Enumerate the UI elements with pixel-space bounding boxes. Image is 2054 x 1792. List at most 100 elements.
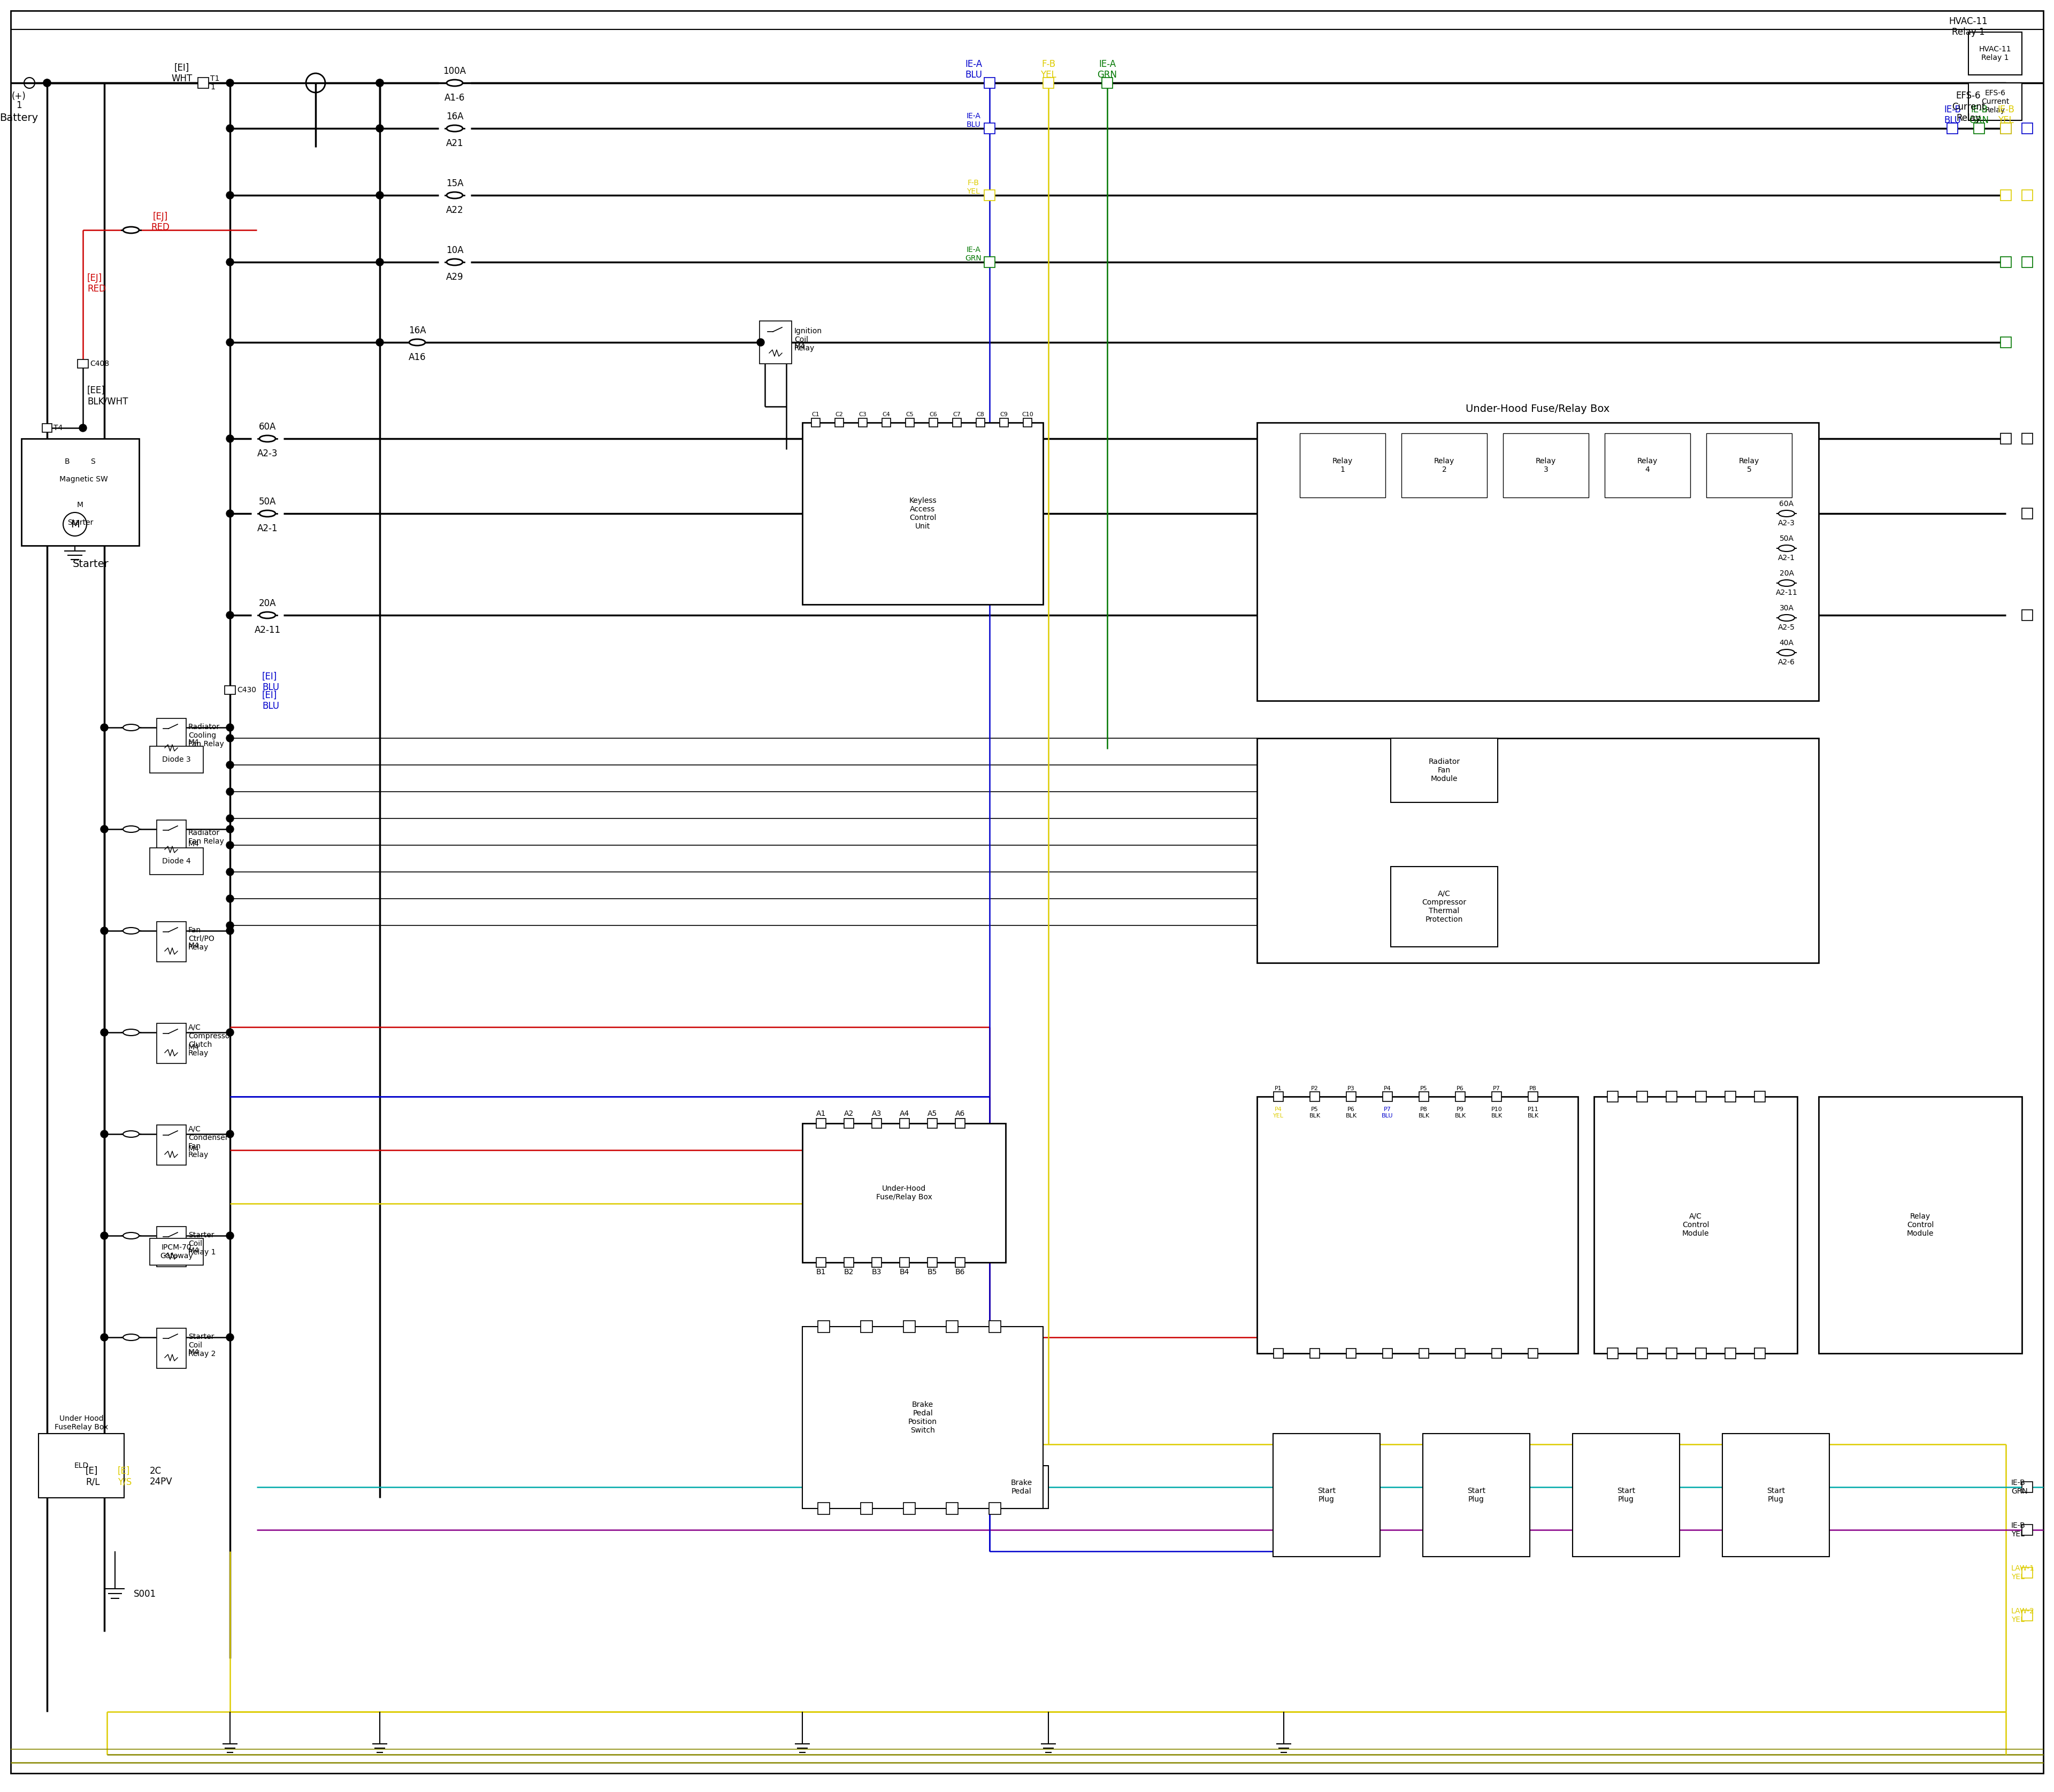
Text: B3: B3 [871, 1269, 881, 1276]
Bar [928, 1258, 937, 1267]
Text: Brake
Pedal
Position
Switch: Brake Pedal Position Switch [908, 1401, 937, 1434]
Bar [1382, 1091, 1393, 1102]
Text: Start
Plug: Start Plug [1317, 1487, 1335, 1503]
Ellipse shape [123, 1333, 140, 1340]
Bar [1608, 1091, 1619, 1102]
Bar [928, 418, 939, 426]
Text: Under-Hood Fuse/Relay Box: Under-Hood Fuse/Relay Box [1467, 405, 1610, 414]
Bar [1604, 434, 1690, 498]
Bar [900, 1258, 910, 1267]
Ellipse shape [123, 228, 140, 233]
Text: A29: A29 [446, 272, 464, 281]
Bar [1697, 1091, 1707, 1102]
Bar [1419, 1349, 1430, 1358]
Bar [1974, 124, 1984, 134]
Text: C2: C2 [836, 412, 844, 418]
Bar [2021, 1611, 2033, 1620]
Text: A1-6: A1-6 [444, 93, 464, 102]
Text: LAW-1
YEL: LAW-1 YEL [2011, 1564, 2036, 1581]
Bar [844, 1118, 854, 1129]
Text: 20A: 20A [259, 599, 275, 607]
Text: IE-B
YEL: IE-B YEL [1996, 104, 2015, 125]
Bar [150, 1238, 203, 1265]
Bar [1504, 434, 1588, 498]
Text: A2-3: A2-3 [1779, 520, 1795, 527]
Text: EFS-6
Current
Relay: EFS-6 Current Relay [1951, 91, 1984, 124]
Bar [815, 1118, 826, 1129]
Circle shape [226, 192, 234, 199]
Bar [859, 418, 867, 426]
Circle shape [43, 79, 51, 86]
Text: IE-B
YEL: IE-B YEL [2011, 1521, 2025, 1538]
Circle shape [226, 435, 234, 443]
Bar [156, 821, 187, 860]
Bar [976, 418, 984, 426]
Bar [760, 321, 791, 364]
Text: A2-6: A2-6 [1779, 658, 1795, 667]
Bar [861, 1321, 873, 1333]
Circle shape [80, 425, 86, 432]
Text: ELD: ELD [74, 1462, 88, 1469]
Bar [1310, 1091, 1319, 1102]
Bar [2001, 190, 2011, 201]
Bar [1968, 82, 2021, 120]
Circle shape [376, 79, 384, 86]
Text: P2: P2 [1310, 1086, 1319, 1091]
Text: C1: C1 [811, 412, 820, 418]
Text: A2-11: A2-11 [255, 625, 281, 634]
Circle shape [101, 1333, 109, 1340]
Circle shape [226, 788, 234, 796]
Text: IE-A
BLU: IE-A BLU [965, 59, 982, 81]
Text: M4: M4 [189, 1043, 199, 1052]
Text: B4: B4 [900, 1269, 910, 1276]
Bar [984, 256, 994, 267]
Circle shape [226, 842, 234, 849]
Circle shape [376, 258, 384, 265]
Bar [994, 1466, 1048, 1509]
Text: [EI]
WHT: [EI] WHT [170, 63, 193, 84]
Bar [2021, 124, 2033, 134]
Bar [1573, 1434, 1680, 1557]
Bar [1273, 1091, 1284, 1102]
Text: Starter
Coil
Relay 1: Starter Coil Relay 1 [189, 1231, 216, 1256]
Bar [904, 1321, 916, 1333]
Text: P5: P5 [1419, 1086, 1428, 1091]
Text: C7: C7 [953, 412, 961, 418]
Bar [2021, 256, 2033, 267]
Text: IE-A
BLU: IE-A BLU [965, 113, 980, 129]
Text: Relay
2: Relay 2 [1434, 457, 1454, 473]
Text: IE-B
GRN: IE-B GRN [2011, 1478, 2027, 1495]
Circle shape [101, 926, 109, 934]
Text: P9
BLK: P9 BLK [1454, 1107, 1467, 1118]
Text: A2-11: A2-11 [1775, 590, 1797, 597]
Text: F-B
YEL: F-B YEL [967, 179, 980, 195]
Text: [EJ]
RED: [EJ] RED [86, 272, 107, 294]
Text: Relay
1: Relay 1 [1333, 457, 1354, 473]
Text: B1: B1 [815, 1269, 826, 1276]
Bar [817, 1321, 830, 1333]
Bar [871, 1258, 881, 1267]
Text: P4: P4 [1384, 1086, 1391, 1091]
Bar [2021, 509, 2033, 520]
Bar [990, 1503, 1000, 1514]
Bar [953, 418, 961, 426]
Bar [1000, 418, 1009, 426]
Circle shape [226, 1131, 234, 1138]
Text: HVAC-11
Relay 1: HVAC-11 Relay 1 [1978, 45, 2011, 61]
Bar [1023, 418, 1031, 426]
Text: [E]
Y/S: [E] Y/S [117, 1466, 131, 1487]
Circle shape [226, 79, 234, 86]
Bar [1043, 77, 1054, 88]
Text: C8: C8 [976, 412, 984, 418]
Ellipse shape [259, 511, 275, 516]
Ellipse shape [1779, 545, 1795, 552]
Ellipse shape [123, 826, 140, 831]
Text: T1
1: T1 1 [210, 75, 220, 91]
Ellipse shape [123, 1131, 140, 1138]
Text: A6: A6 [955, 1109, 965, 1118]
Bar [984, 190, 994, 201]
Text: Battery: Battery [0, 113, 39, 124]
Bar [881, 418, 891, 426]
Text: A4: A4 [900, 1109, 910, 1118]
Text: 16A: 16A [409, 326, 425, 335]
